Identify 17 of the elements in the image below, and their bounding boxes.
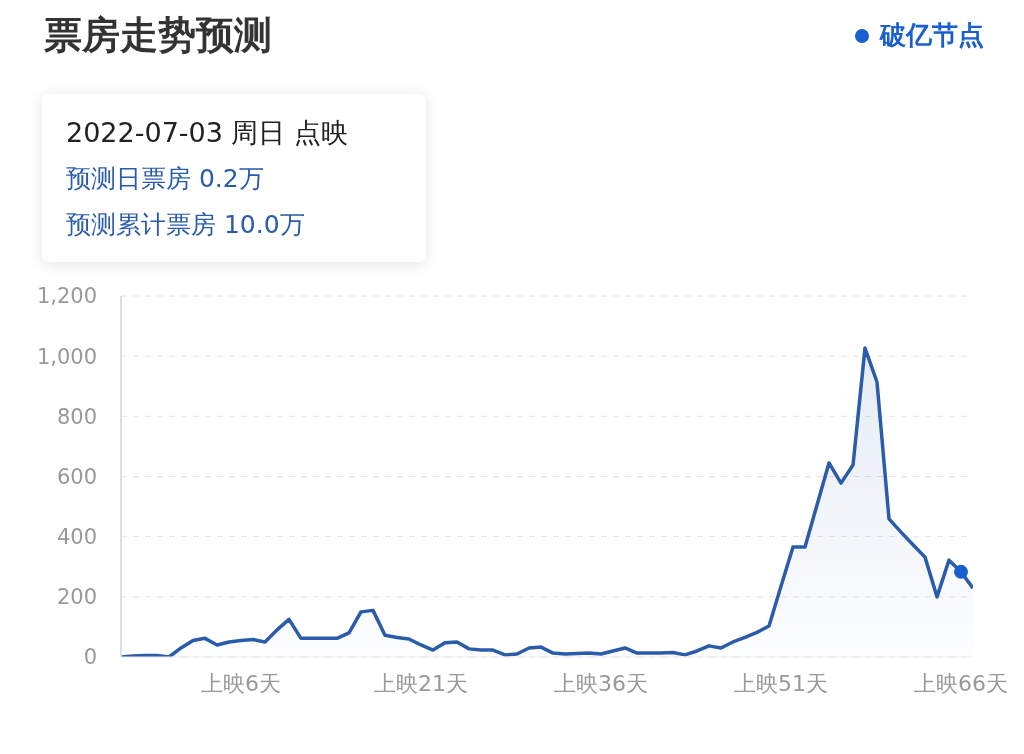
x-tick-label: 上映21天 [374, 670, 468, 696]
text: 预测累计票房 10.0万 [66, 209, 306, 241]
chart-title: 票房走势预测 [44, 12, 272, 59]
y-tick-label: 1,000 [36, 344, 97, 369]
y-tick-label: 0 [83, 645, 97, 670]
legend-label: 破亿节点 [880, 19, 984, 52]
x-tick-label: 上映6天 [201, 670, 281, 696]
y-tick-label: 200 [56, 585, 97, 610]
y-tick-label: 800 [56, 404, 97, 429]
y-tick-label: 400 [56, 525, 97, 550]
x-tick-label: 上映36天 [554, 670, 648, 696]
y-tick-label: 600 [56, 464, 97, 489]
x-tick-label: 上映51天 [734, 670, 828, 696]
text: 2022-07-03 周日 点映 [66, 116, 350, 150]
text: 预测日票房 0.2万 [66, 163, 265, 195]
x-tick-label: 上映66天 [914, 670, 1008, 696]
y-tick-label: 1,200 [36, 284, 97, 309]
